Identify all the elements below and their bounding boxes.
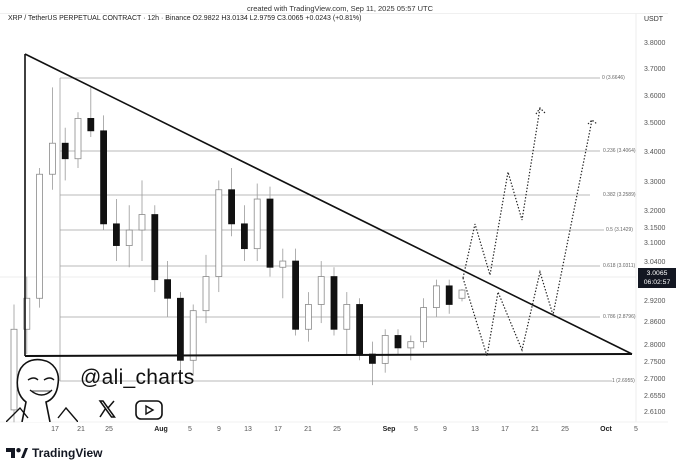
price-tick: 2.6550: [644, 393, 666, 400]
price-tick: 3.8000: [644, 40, 666, 47]
time-tick: 17: [51, 426, 59, 433]
price-tick: 3.2000: [644, 208, 666, 215]
time-tick: 9: [443, 426, 447, 433]
price-tick: 3.7000: [644, 66, 666, 73]
fib-label-0236: 0.236 (3.4064): [603, 148, 636, 154]
price-tick: 3.3000: [644, 179, 666, 186]
tradingview-wordmark: TradingView: [32, 446, 103, 460]
current-price: 3.0065: [646, 270, 668, 277]
x-logo-icon: [98, 400, 116, 418]
fibonacci-retracement: [0, 77, 636, 382]
price-tick: 3.1000: [644, 240, 666, 247]
header-divider: [0, 13, 668, 14]
time-tick: 21: [531, 426, 539, 433]
time-tick: Oct: [600, 426, 612, 433]
time-tick: 13: [244, 426, 252, 433]
price-tick: 2.9200: [644, 298, 666, 305]
price-tick: 2.8000: [644, 342, 666, 349]
time-tick: 13: [471, 426, 479, 433]
time-tick: 5: [634, 426, 638, 433]
fib-label-0618: 0.618 (3.0311): [603, 263, 636, 269]
youtube-play-icon: [135, 400, 163, 420]
bar-countdown: 06:02:57: [643, 279, 671, 286]
symbol-legend: XRP / TetherUS PERPETUAL CONTRACT · 12h …: [8, 15, 362, 22]
currency-label: USDT: [644, 16, 664, 23]
tradingview-logo[interactable]: TradingView: [6, 446, 102, 460]
tradingview-mark-icon: [6, 448, 28, 458]
fib-label-0382: 0.382 (3.2589): [603, 192, 636, 198]
current-price-tag: 3.0065 06:02:57: [638, 268, 676, 288]
time-tick: Sep: [382, 426, 396, 433]
price-tick: 3.1500: [644, 225, 666, 232]
price-tick: 2.7000: [644, 376, 666, 383]
price-tick: 3.4000: [644, 149, 666, 156]
time-tick: 5: [414, 426, 418, 433]
author-handle: @ali_charts: [80, 366, 195, 389]
price-tick: 3.6000: [644, 93, 666, 100]
time-tick: 17: [274, 426, 282, 433]
time-tick: 21: [77, 426, 85, 433]
time-tick: 21: [304, 426, 312, 433]
price-tick: 2.6100: [644, 409, 666, 416]
candlestick-series: [10, 87, 466, 423]
price-tick: 2.8600: [644, 319, 666, 326]
time-tick: Aug: [154, 426, 168, 433]
time-tick: 25: [561, 426, 569, 433]
time-tick: 17: [501, 426, 509, 433]
fib-label-05: 0.5 (3.1429): [606, 227, 633, 233]
time-tick: 25: [105, 426, 113, 433]
price-tick: 3.0400: [644, 259, 666, 266]
fib-label-0: 0 (3.6646): [602, 75, 625, 81]
time-tick: 25: [333, 426, 341, 433]
avatar-illustration: [6, 358, 78, 422]
fib-label-1: 1 (2.6955): [612, 378, 635, 384]
time-tick: 9: [217, 426, 221, 433]
projection-paths: [462, 107, 598, 357]
chart-caption: created with TradingView.com, Sep 11, 20…: [246, 4, 434, 13]
fib-label-0786: 0.786 (2.8796): [603, 314, 636, 320]
price-tick: 2.7500: [644, 359, 666, 366]
price-tick: 3.5000: [644, 120, 666, 127]
time-tick: 5: [188, 426, 192, 433]
descending-triangle: [24, 53, 633, 357]
